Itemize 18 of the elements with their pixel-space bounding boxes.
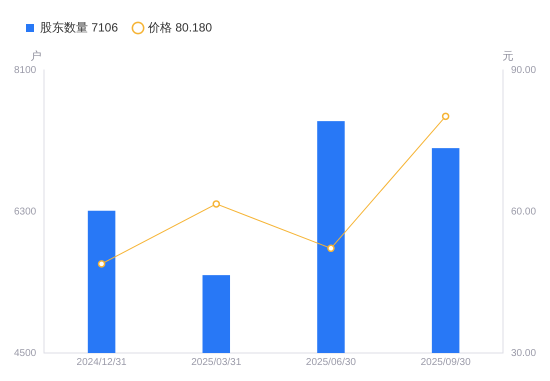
y-axis-title: 户 — [30, 50, 42, 63]
point — [327, 244, 335, 252]
x-tick-label: 2024/12/31 — [76, 356, 128, 368]
y2-tick-label: 60.00 — [510, 206, 536, 218]
y-tick-label: 8100 — [14, 64, 37, 76]
point — [442, 112, 450, 120]
y2-axis-title: 元 — [502, 50, 514, 63]
y2-tick-label: 90.00 — [510, 64, 536, 76]
x-tick-label: 2025/09/30 — [420, 356, 472, 368]
legend-label: 价格 80.180 — [147, 20, 212, 34]
y-tick-label: 6300 — [14, 206, 37, 218]
x-tick-label: 2025/03/31 — [191, 356, 242, 368]
x-tick-label: 2025/06/30 — [306, 356, 356, 368]
legend-label: 股东数量 7106 — [40, 20, 118, 34]
y2-tick-label: 30.00 — [510, 348, 536, 359]
point — [212, 200, 220, 208]
y-tick-label: 4500 — [14, 348, 37, 359]
point — [98, 260, 106, 268]
